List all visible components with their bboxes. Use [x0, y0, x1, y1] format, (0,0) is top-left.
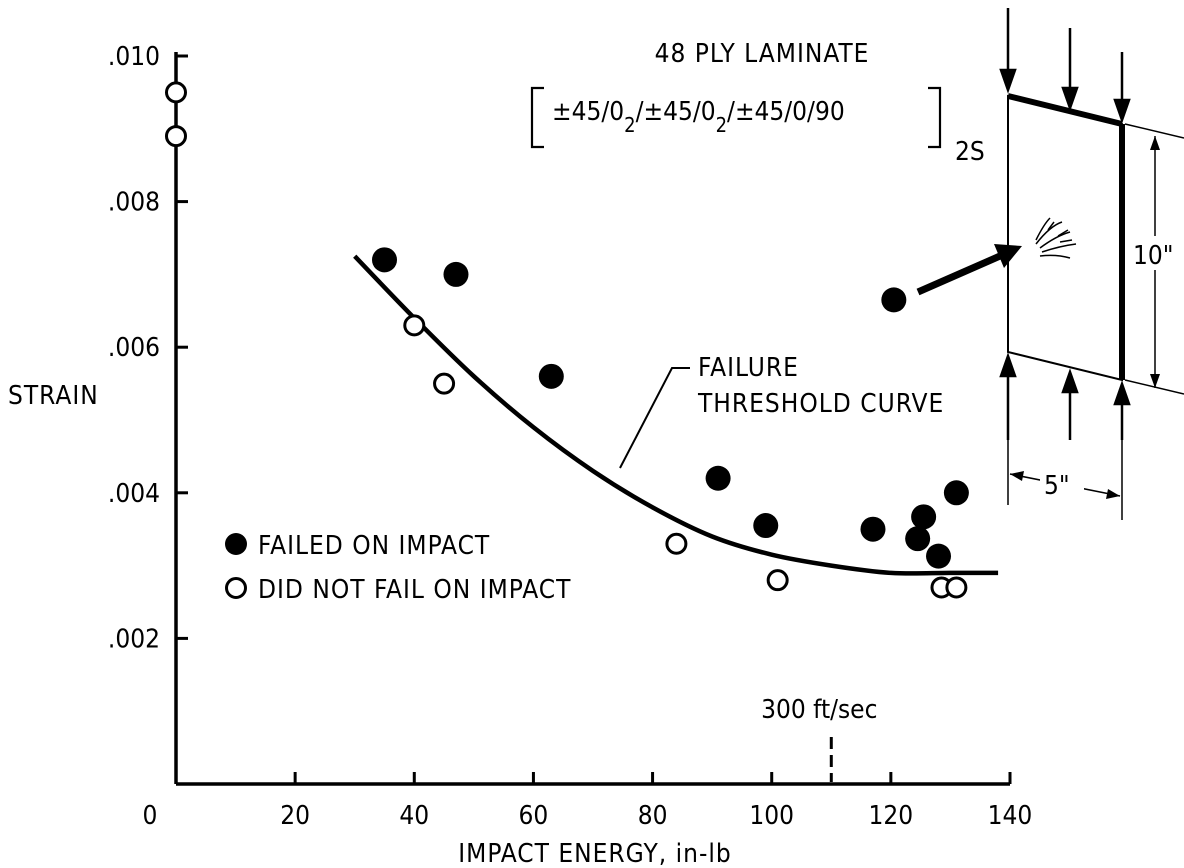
left-bracket: [530, 86, 544, 149]
impact-burst-icon: [1035, 217, 1077, 259]
data-points: [165, 81, 969, 599]
x-tick-label: 20: [280, 801, 310, 831]
velocity-marker: 300 ft/sec: [761, 695, 877, 782]
failed-point: [926, 543, 952, 569]
width-arrow-right: [1106, 489, 1120, 499]
specimen-top-edge: [1007, 93, 1123, 127]
x-tick-label: 0: [143, 801, 158, 831]
axes: [174, 52, 1012, 786]
failed-point: [943, 480, 969, 506]
layup-text: ±45/02/±45/02/±45/0/90: [552, 97, 845, 137]
legend-label-not-failed: DID NOT FAIL ON IMPACT: [258, 575, 571, 605]
tick-labels: 0 20 40 60 80 100 120 140 .002 .004 .006 .008 .010: [108, 42, 1032, 831]
height-arrow-top: [1150, 136, 1160, 150]
failed-point: [911, 504, 937, 530]
not-failed-point: [665, 532, 688, 555]
x-tick-label: 60: [519, 801, 549, 831]
curve-label-line-1: FAILURE: [698, 353, 799, 383]
layup-sub-1: 2: [624, 113, 635, 137]
x-tick-label: 140: [988, 801, 1033, 831]
layup-part-3: ±45/0/90: [735, 97, 845, 127]
layup-slash-1: /: [636, 97, 644, 127]
legend-label-failed: FAILED ON IMPACT: [258, 531, 490, 561]
not-failed-point: [165, 125, 187, 148]
height-extension-top: [1124, 123, 1184, 139]
curve-leader-line: [619, 367, 690, 469]
impact-arrow-shaft: [916, 252, 1002, 296]
y-tick-label: .004: [108, 479, 160, 509]
y-axis-label: STRAIN: [8, 381, 99, 411]
failed-point: [443, 261, 469, 287]
height-label-bg: [1130, 236, 1180, 270]
x-tick-label: 40: [399, 801, 429, 831]
right-bracket: [928, 86, 942, 149]
x-axis-label: IMPACT ENERGY, in-lb: [458, 839, 732, 868]
layup-part-1: ±45/0: [552, 97, 624, 127]
not-failed-point: [403, 314, 426, 337]
not-failed-point: [433, 372, 456, 395]
failed-point: [881, 287, 907, 313]
failure-threshold-curve: [353, 254, 999, 576]
chart-title: 48 PLY LAMINATE: [655, 39, 870, 69]
failed-point: [905, 526, 931, 552]
x-tick-label: 120: [869, 801, 914, 831]
not-failed-point: [165, 81, 187, 104]
y-tick-label: .010: [108, 42, 160, 72]
failed-point: [538, 363, 564, 389]
failed-point: [705, 465, 731, 491]
impact-arrow-head: [994, 244, 1022, 268]
failed-point: [860, 516, 886, 542]
bottom-load-arrows: [999, 352, 1131, 440]
layup-sub-2: 2: [716, 113, 727, 137]
height-arrow-bottom: [1150, 374, 1160, 388]
legend-marker-not-failed: [225, 577, 247, 599]
not-failed-point: [766, 569, 789, 592]
width-label-bg: [1040, 468, 1084, 498]
specimen-diagram: 10" 5": [916, 8, 1184, 520]
curve-label: FAILURE THRESHOLD CURVE: [619, 353, 944, 469]
top-load-arrows: [999, 8, 1131, 124]
layup-notation: ±45/02/±45/02/±45/0/90 2S: [530, 86, 985, 167]
layup-slash-2: /: [727, 97, 735, 127]
x-tick-label: 80: [638, 801, 668, 831]
failed-point: [753, 513, 779, 539]
height-label: 10": [1133, 241, 1174, 271]
specimen-panel: [1007, 94, 1123, 382]
x-tick-label: 100: [749, 801, 794, 831]
width-label: 5": [1044, 471, 1070, 501]
failed-point: [372, 247, 397, 273]
width-arrow-left: [1010, 471, 1024, 481]
not-failed-point: [945, 576, 968, 599]
y-tick-label: .008: [108, 188, 160, 218]
layup-part-2: ±45/0: [643, 97, 715, 127]
legend: FAILED ON IMPACT DID NOT FAIL ON IMPACT: [225, 531, 571, 605]
legend-marker-failed: [225, 533, 247, 555]
curve-label-line-2: THRESHOLD CURVE: [697, 389, 944, 419]
velocity-marker-label: 300 ft/sec: [761, 695, 877, 725]
y-tick-label: .002: [108, 624, 160, 654]
y-tick-label: .006: [108, 333, 160, 363]
layup-suffix: 2S: [955, 137, 985, 167]
